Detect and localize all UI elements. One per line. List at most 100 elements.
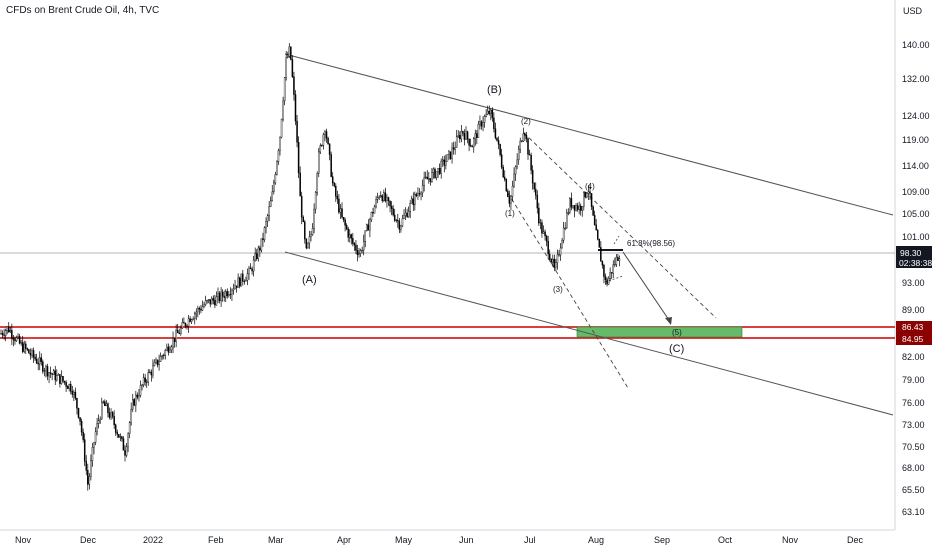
candle-body <box>527 138 529 155</box>
candle-body <box>158 361 160 366</box>
time-tick: Apr <box>337 535 351 545</box>
candle-body <box>209 299 211 305</box>
candle-body <box>290 46 292 60</box>
candle-body <box>121 436 123 439</box>
candle-body <box>590 193 593 207</box>
candle-body <box>562 227 565 241</box>
subchannel-upper-line[interactable] <box>523 132 717 319</box>
candle-body <box>201 306 204 311</box>
candle-body <box>271 191 274 201</box>
candle-body <box>90 460 92 477</box>
candle-body <box>593 215 596 226</box>
candle-body <box>200 308 202 311</box>
wave-label-2: (2) <box>521 117 531 126</box>
candle-body <box>43 370 46 372</box>
candle-body <box>32 350 35 358</box>
candle-body <box>345 225 348 230</box>
candle-body <box>175 330 177 342</box>
candle-body <box>164 349 167 356</box>
candle-body <box>133 399 136 406</box>
time-axis[interactable]: Nov Dec 2022 Feb Mar Apr May Jun Jul Aug… <box>15 535 864 545</box>
time-tick: Jun <box>459 535 474 545</box>
candle-body <box>586 193 588 198</box>
candle-body <box>362 241 365 251</box>
wedge-upper-line <box>613 235 620 245</box>
candle-body <box>237 277 239 288</box>
candle-body <box>49 372 52 374</box>
subchannel-lower-line[interactable] <box>507 192 629 389</box>
candle-body <box>378 196 380 198</box>
candle-body <box>251 268 253 272</box>
candle-body <box>428 178 430 180</box>
candle-body <box>349 234 351 238</box>
candle-body <box>400 225 402 230</box>
fib-label: 61.8%(98.56) <box>627 239 675 248</box>
candle-body <box>393 214 396 221</box>
candle-body <box>1 333 4 336</box>
price-axis[interactable]: 140.00 132.00 124.00 119.00 114.00 109.0… <box>902 40 930 517</box>
candle-body <box>206 300 208 302</box>
candle-body <box>606 279 608 285</box>
candle-body <box>570 198 573 208</box>
candle-body <box>221 291 224 297</box>
candle-body <box>231 289 233 295</box>
price-tick: 89.00 <box>902 305 925 315</box>
target-zone-box[interactable] <box>576 326 743 338</box>
projection-arrow-line[interactable] <box>622 251 672 324</box>
candle-body <box>223 295 225 298</box>
candle-body <box>268 206 270 217</box>
time-tick: 2022 <box>143 535 163 545</box>
candle-body <box>29 353 32 356</box>
candle-body <box>68 384 70 389</box>
candle-body <box>193 313 196 319</box>
candle-body <box>336 196 339 200</box>
candle-body <box>218 292 221 301</box>
candle-body <box>310 234 312 237</box>
candle-body <box>93 442 95 448</box>
candle-body <box>589 191 591 194</box>
wave-label-5: (5) <box>672 328 682 337</box>
time-tick: Jul <box>524 535 536 545</box>
wedge-lower-line <box>604 275 624 283</box>
candle-body <box>372 212 374 214</box>
price-tick: 132.00 <box>902 74 930 84</box>
candle-body <box>459 135 461 140</box>
candle-body <box>483 116 486 123</box>
candle-body <box>603 264 605 277</box>
candle-body <box>60 376 63 384</box>
candle-body <box>124 450 126 456</box>
candle-body <box>538 207 540 224</box>
candle-body <box>313 208 315 229</box>
candle-body <box>28 349 30 354</box>
candle-body <box>465 131 467 140</box>
channel-lower-line[interactable] <box>284 251 894 416</box>
candle-body <box>524 133 526 136</box>
candle-body <box>318 151 320 174</box>
channel-upper-line[interactable] <box>284 53 894 216</box>
candle-body <box>307 242 309 249</box>
candle-body <box>125 446 128 456</box>
candle-body <box>39 357 41 365</box>
candle-body <box>370 212 373 221</box>
candle-body <box>437 168 439 172</box>
candle-body <box>195 311 198 315</box>
candle-body <box>339 208 342 213</box>
price-tick: 140.00 <box>902 40 930 50</box>
candle-body <box>517 149 520 161</box>
time-tick: Dec <box>80 535 97 545</box>
candle-body <box>407 211 410 218</box>
candle-body <box>521 140 523 142</box>
candle-body <box>110 412 112 418</box>
candle-body <box>507 190 509 197</box>
zone-lower-value: 84.95 <box>902 334 924 344</box>
candle-body <box>23 343 26 352</box>
candle-body <box>217 292 219 297</box>
candle-body <box>414 193 416 206</box>
time-tick: Oct <box>718 535 733 545</box>
candle-body <box>311 228 314 235</box>
candle-body <box>539 222 542 224</box>
candle-body <box>25 343 27 349</box>
candle-body <box>420 192 422 195</box>
candle-body <box>321 145 323 147</box>
